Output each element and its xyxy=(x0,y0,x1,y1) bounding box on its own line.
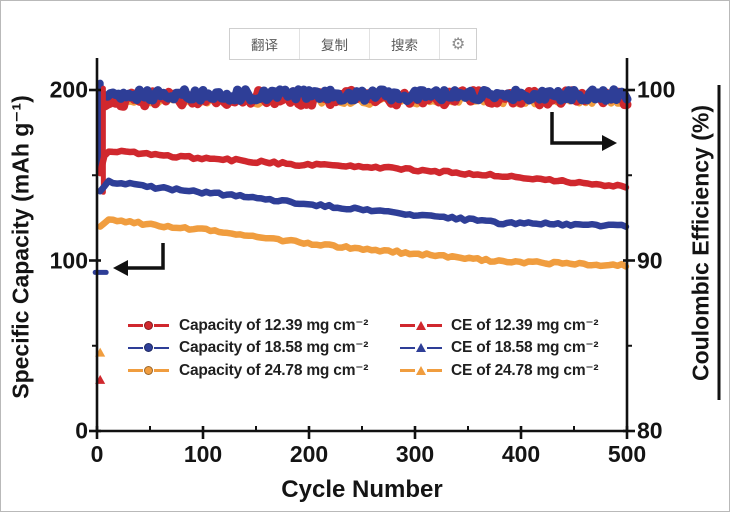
circle-marker-icon xyxy=(128,343,174,353)
gear-icon[interactable]: ⚙ xyxy=(439,29,477,59)
x-tick-label: 100 xyxy=(183,441,223,467)
annotations xyxy=(113,112,617,276)
translate-button[interactable]: 翻译 xyxy=(230,29,299,59)
circle-marker-icon xyxy=(128,365,174,375)
legend-label: Capacity of 18.58 mg cm⁻² xyxy=(179,339,369,357)
triangle-marker-icon xyxy=(400,320,446,330)
capacity-curve-24-78 xyxy=(96,216,630,270)
y-right-tick-label: 90 xyxy=(637,247,663,273)
y-left-tick-label: 200 xyxy=(49,76,88,103)
x-tick-label: 0 xyxy=(90,441,104,467)
search-button[interactable]: 搜索 xyxy=(369,29,439,59)
y-right-tick-label: 100 xyxy=(637,76,676,103)
right-axis-arrowhead xyxy=(602,135,617,151)
right-y-axis-title: Coulombic Efficiency (%) xyxy=(687,104,714,382)
copy-button[interactable]: 复制 xyxy=(299,29,369,59)
left-axis-arrow xyxy=(126,243,165,270)
left-axis-arrowhead xyxy=(113,260,128,276)
circle-marker-icon xyxy=(128,320,174,330)
x-tick-label: 200 xyxy=(289,441,329,467)
capacity-curve-12-39 xyxy=(96,147,630,191)
legend-item-capacity-24-78: Capacity of 24.78 mg cm⁻² xyxy=(128,359,400,381)
legend-label: CE of 18.58 mg cm⁻² xyxy=(451,339,599,357)
right-axis-arrow xyxy=(550,112,602,145)
x-tick-label: 500 xyxy=(607,441,647,467)
y-left-tick-label: 0 xyxy=(75,417,88,444)
axes xyxy=(89,58,721,439)
data-curves xyxy=(92,79,632,384)
triangle-marker-icon xyxy=(400,343,446,353)
legend-label: Capacity of 12.39 mg cm⁻² xyxy=(179,316,369,334)
legend-label: CE of 24.78 mg cm⁻² xyxy=(451,361,599,379)
x-axis-title: Cycle Number xyxy=(281,476,443,503)
x-tick-label: 400 xyxy=(501,441,541,467)
legend-item-ce-12-39: CE of 12.39 mg cm⁻² xyxy=(400,314,640,336)
legend-label: Capacity of 24.78 mg cm⁻² xyxy=(179,361,369,379)
left-y-axis-title: Specific Capacity (mAh g⁻¹) xyxy=(7,95,34,399)
selection-toolbar: 翻译 复制 搜索 ⚙ xyxy=(229,28,478,60)
capacity-curve-18-58 xyxy=(96,177,630,230)
legend-item-ce-18-58: CE of 18.58 mg cm⁻² xyxy=(400,337,640,359)
legend-item-ce-24-78: CE of 24.78 mg cm⁻² xyxy=(400,359,640,381)
legend-item-capacity-18-58: Capacity of 18.58 mg cm⁻² xyxy=(128,337,400,359)
legend: Capacity of 12.39 mg cm⁻² Capacity of 18… xyxy=(128,314,640,382)
x-tick-label: 300 xyxy=(395,441,435,467)
y-left-tick-label: 100 xyxy=(49,247,88,273)
legend-item-capacity-12-39: Capacity of 12.39 mg cm⁻² xyxy=(128,314,400,336)
y-right-tick-label: 80 xyxy=(637,417,663,444)
ce-curve-18-58 xyxy=(97,85,632,106)
legend-label: CE of 12.39 mg cm⁻² xyxy=(451,316,599,334)
triangle-marker-icon xyxy=(400,365,446,375)
